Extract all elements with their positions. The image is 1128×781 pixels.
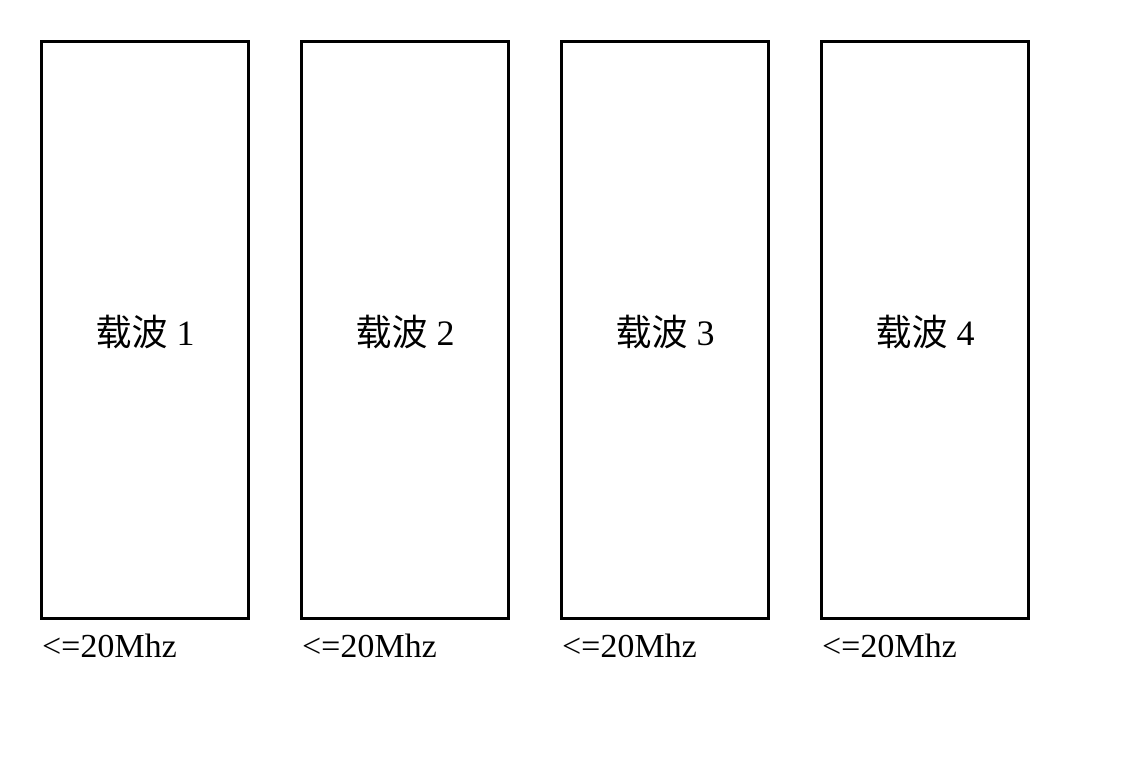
carrier-block-3: 载波 3 <=20Mhz — [560, 40, 770, 666]
carrier-label-3: 载波 3 — [615, 304, 714, 356]
carrier-box-1: 载波 1 — [40, 40, 250, 620]
carrier-diagram: 载波 1 <=20Mhz 载波 2 <=20Mhz 载波 3 <=20Mhz 载… — [0, 0, 1128, 666]
carrier-block-2: 载波 2 <=20Mhz — [300, 40, 510, 666]
carrier-box-2: 载波 2 — [300, 40, 510, 620]
carrier-block-4: 载波 4 <=20Mhz — [820, 40, 1030, 666]
carrier-box-3: 载波 3 — [560, 40, 770, 620]
carrier-label-4: 载波 4 — [875, 304, 974, 356]
carrier-box-4: 载波 4 — [820, 40, 1030, 620]
carrier-label-2: 载波 2 — [355, 304, 454, 356]
bandwidth-label-1: <=20Mhz — [40, 628, 177, 666]
carrier-label-1: 载波 1 — [95, 304, 194, 356]
carrier-block-1: 载波 1 <=20Mhz — [40, 40, 250, 666]
bandwidth-label-2: <=20Mhz — [300, 628, 437, 666]
bandwidth-label-3: <=20Mhz — [560, 628, 697, 666]
bandwidth-label-4: <=20Mhz — [820, 628, 957, 666]
